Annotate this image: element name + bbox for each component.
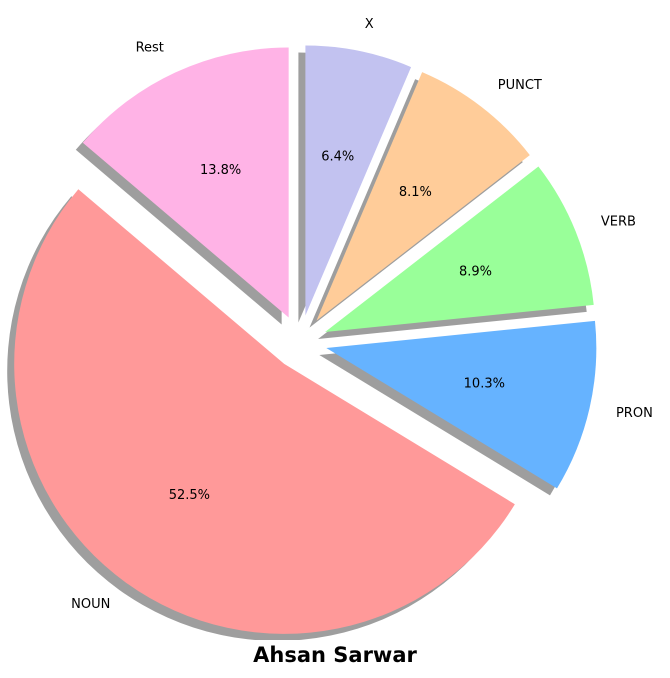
slice-verb <box>325 166 594 332</box>
slice-x <box>305 45 412 316</box>
slice-punct <box>316 72 530 321</box>
slice-pct-noun: 52.5% <box>169 488 210 503</box>
slices <box>14 45 597 634</box>
slice-pct-pron: 10.3% <box>464 376 505 391</box>
chart-title: Ahsan Sarwar <box>253 643 417 667</box>
slice-pct-x: 6.4% <box>321 149 354 164</box>
slice-rest <box>82 47 289 318</box>
slice-label-x: X <box>365 17 374 32</box>
slice-pct-rest: 13.8% <box>200 163 241 178</box>
slice-labels: Rest 13.8% NOUN 52.5% PRON 10.3% VERB 8.9% PUNCT… <box>71 17 653 612</box>
slice-label-pron: PRON <box>616 406 653 421</box>
slice-pct-punct: 8.1% <box>399 185 432 200</box>
slice-label-punct: PUNCT <box>498 78 542 93</box>
slice-noun <box>14 189 515 634</box>
slice-pron <box>326 320 597 489</box>
slice-label-rest: Rest <box>136 40 164 55</box>
slice-label-verb: VERB <box>601 214 636 229</box>
slice-label-noun: NOUN <box>71 597 110 612</box>
slice-pct-verb: 8.9% <box>459 264 492 279</box>
pie-chart: Rest 13.8% NOUN 52.5% PRON 10.3% VERB 8.9% PUNCT… <box>7 17 653 640</box>
